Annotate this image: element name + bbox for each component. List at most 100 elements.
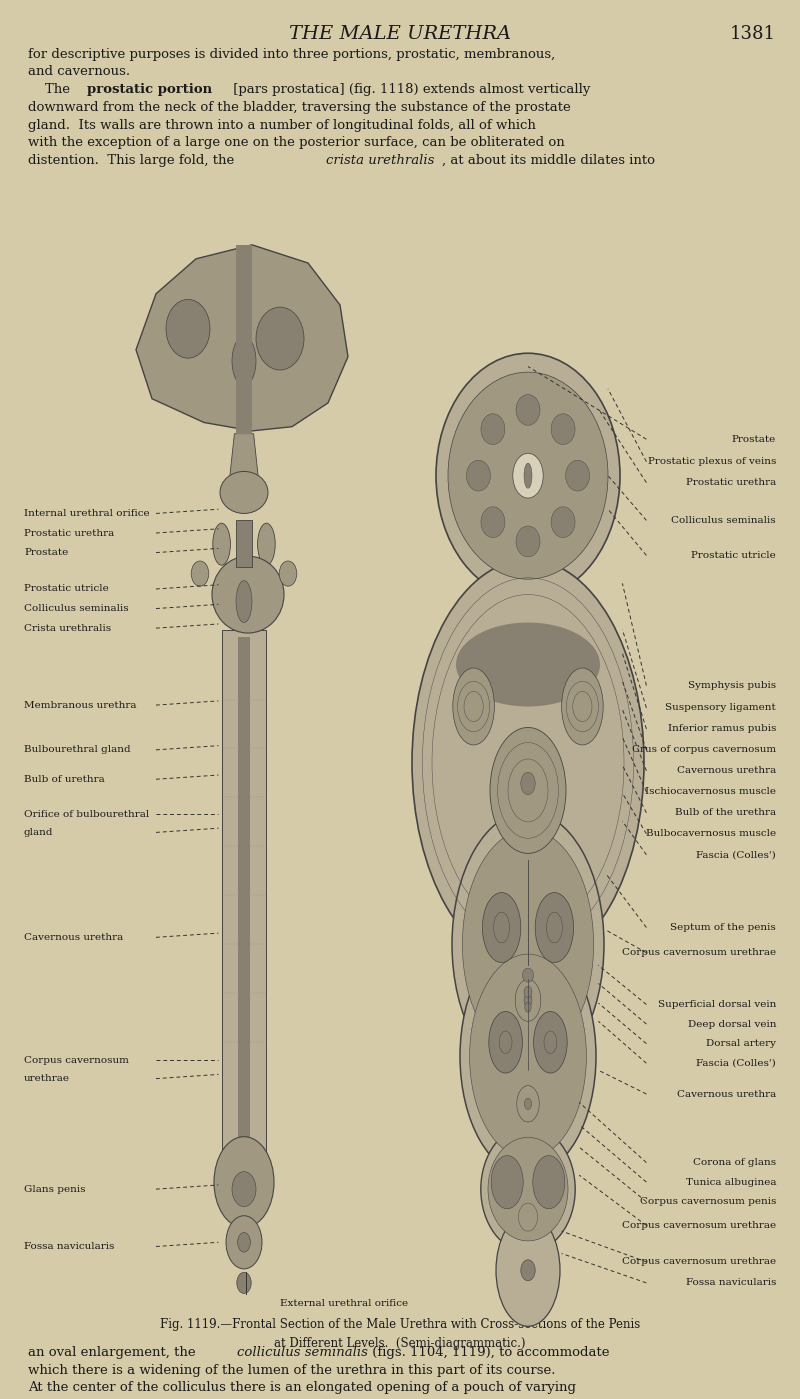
Text: distention.  This large fold, the: distention. This large fold, the — [28, 154, 238, 166]
Text: an oval enlargement, the: an oval enlargement, the — [28, 1346, 200, 1358]
Text: THE MALE URETHRA: THE MALE URETHRA — [289, 25, 511, 43]
Ellipse shape — [481, 1126, 575, 1252]
Ellipse shape — [551, 414, 575, 445]
Ellipse shape — [488, 1137, 568, 1241]
Text: for descriptive purposes is divided into three portions, prostatic, membranous,: for descriptive purposes is divided into… — [28, 48, 555, 60]
Text: Bulbourethral gland: Bulbourethral gland — [24, 746, 130, 754]
Ellipse shape — [489, 1011, 522, 1073]
Ellipse shape — [490, 727, 566, 853]
Ellipse shape — [521, 772, 535, 795]
Ellipse shape — [491, 1156, 523, 1209]
Text: Prostatic urethra: Prostatic urethra — [686, 478, 776, 487]
Text: Dorsal artery: Dorsal artery — [706, 1039, 776, 1048]
Text: Prostate: Prostate — [24, 548, 68, 557]
Ellipse shape — [453, 669, 494, 744]
Polygon shape — [238, 637, 250, 1147]
Circle shape — [462, 830, 594, 1059]
Ellipse shape — [436, 353, 620, 599]
Ellipse shape — [191, 561, 209, 586]
Circle shape — [460, 937, 596, 1175]
Text: Bulbocavernosus muscle: Bulbocavernosus muscle — [646, 830, 776, 838]
Text: Superficial dorsal vein: Superficial dorsal vein — [658, 1000, 776, 1009]
Text: colliculus seminalis: colliculus seminalis — [237, 1346, 368, 1358]
Ellipse shape — [524, 986, 532, 997]
Text: At the center of the colliculus there is an elongated opening of a pouch of vary: At the center of the colliculus there is… — [28, 1381, 576, 1395]
Ellipse shape — [238, 1233, 250, 1252]
Text: Inferior ramus pubis: Inferior ramus pubis — [668, 725, 776, 733]
Text: Fossa navicularis: Fossa navicularis — [686, 1279, 776, 1287]
Ellipse shape — [516, 395, 540, 425]
Ellipse shape — [256, 308, 304, 369]
Text: Prostatic urethra: Prostatic urethra — [24, 529, 114, 537]
Text: Bulb of the urethra: Bulb of the urethra — [675, 809, 776, 817]
Polygon shape — [230, 434, 258, 478]
Ellipse shape — [237, 1273, 251, 1293]
Text: Membranous urethra: Membranous urethra — [24, 701, 137, 709]
Text: Corona of glans: Corona of glans — [693, 1158, 776, 1167]
Text: Symphysis pubis: Symphysis pubis — [688, 681, 776, 690]
Circle shape — [470, 954, 586, 1158]
Text: which there is a widening of the lumen of the urethra in this part of its course: which there is a widening of the lumen o… — [28, 1364, 555, 1377]
Text: Prostatic utricle: Prostatic utricle — [691, 551, 776, 560]
Text: Fascia (Colles'): Fascia (Colles') — [696, 1059, 776, 1067]
Text: Orifice of bulbourethral: Orifice of bulbourethral — [24, 810, 150, 818]
Ellipse shape — [236, 581, 252, 623]
Ellipse shape — [213, 523, 230, 565]
Text: Fossa navicularis: Fossa navicularis — [24, 1242, 114, 1251]
Text: Fascia (Colles'): Fascia (Colles') — [696, 851, 776, 859]
Ellipse shape — [214, 1136, 274, 1228]
Circle shape — [496, 1214, 560, 1326]
Text: with the exception of a large one on the posterior surface, can be obliterated o: with the exception of a large one on the… — [28, 137, 565, 150]
Ellipse shape — [525, 1098, 532, 1109]
Text: and cavernous.: and cavernous. — [28, 66, 130, 78]
Ellipse shape — [551, 506, 575, 537]
Text: Colliculus seminalis: Colliculus seminalis — [24, 604, 129, 613]
Ellipse shape — [535, 893, 574, 963]
Text: Bulb of urethra: Bulb of urethra — [24, 775, 105, 783]
Text: Internal urethral orifice: Internal urethral orifice — [24, 509, 150, 518]
Text: Cavernous urethra: Cavernous urethra — [677, 767, 776, 775]
Text: Corpus cavernosum penis: Corpus cavernosum penis — [640, 1198, 776, 1206]
Text: Cavernous urethra: Cavernous urethra — [24, 933, 123, 942]
Ellipse shape — [516, 526, 540, 557]
Ellipse shape — [279, 561, 297, 586]
Ellipse shape — [521, 1259, 535, 1281]
Ellipse shape — [482, 893, 521, 963]
Text: Cavernous urethra: Cavernous urethra — [677, 1090, 776, 1098]
Text: gland.  Its walls are thrown into a number of longitudinal folds, all of which: gland. Its walls are thrown into a numbe… — [28, 119, 536, 132]
Text: Corpus cavernosum urethrae: Corpus cavernosum urethrae — [622, 1258, 776, 1266]
Ellipse shape — [226, 1216, 262, 1269]
Ellipse shape — [481, 506, 505, 537]
Text: Ischiocavernosus muscle: Ischiocavernosus muscle — [645, 788, 776, 796]
Ellipse shape — [515, 979, 541, 1021]
Text: Deep dorsal vein: Deep dorsal vein — [687, 1020, 776, 1028]
Ellipse shape — [456, 623, 600, 706]
Ellipse shape — [232, 1172, 256, 1206]
Ellipse shape — [533, 1156, 565, 1209]
Ellipse shape — [166, 299, 210, 358]
Ellipse shape — [481, 414, 505, 445]
Ellipse shape — [212, 557, 284, 632]
Text: Corpus cavernosum urethrae: Corpus cavernosum urethrae — [622, 1221, 776, 1230]
Text: at Different Levels.  (Semi-diagrammatic.): at Different Levels. (Semi-diagrammatic.… — [274, 1337, 526, 1350]
Text: (figs. 1104, 1119), to accommodate: (figs. 1104, 1119), to accommodate — [368, 1346, 610, 1358]
Ellipse shape — [566, 460, 590, 491]
Text: Septum of the penis: Septum of the penis — [670, 923, 776, 932]
Text: 1381: 1381 — [730, 25, 776, 43]
Ellipse shape — [258, 523, 275, 565]
Ellipse shape — [220, 471, 268, 513]
Text: External urethral orifice: External urethral orifice — [280, 1300, 408, 1308]
Polygon shape — [222, 630, 266, 1154]
Ellipse shape — [522, 968, 534, 982]
Text: Prostatic plexus of veins: Prostatic plexus of veins — [648, 457, 776, 466]
Ellipse shape — [562, 669, 603, 744]
Circle shape — [412, 560, 644, 965]
Ellipse shape — [232, 336, 256, 385]
Ellipse shape — [518, 1203, 538, 1231]
Polygon shape — [136, 245, 348, 431]
Ellipse shape — [466, 460, 490, 491]
Ellipse shape — [517, 1086, 539, 1122]
Text: Fig. 1119.—Frontal Section of the Male Urethra with Cross-sections of the Penis: Fig. 1119.—Frontal Section of the Male U… — [160, 1318, 640, 1330]
Text: Crista urethralis: Crista urethralis — [24, 624, 111, 632]
Ellipse shape — [524, 463, 532, 488]
